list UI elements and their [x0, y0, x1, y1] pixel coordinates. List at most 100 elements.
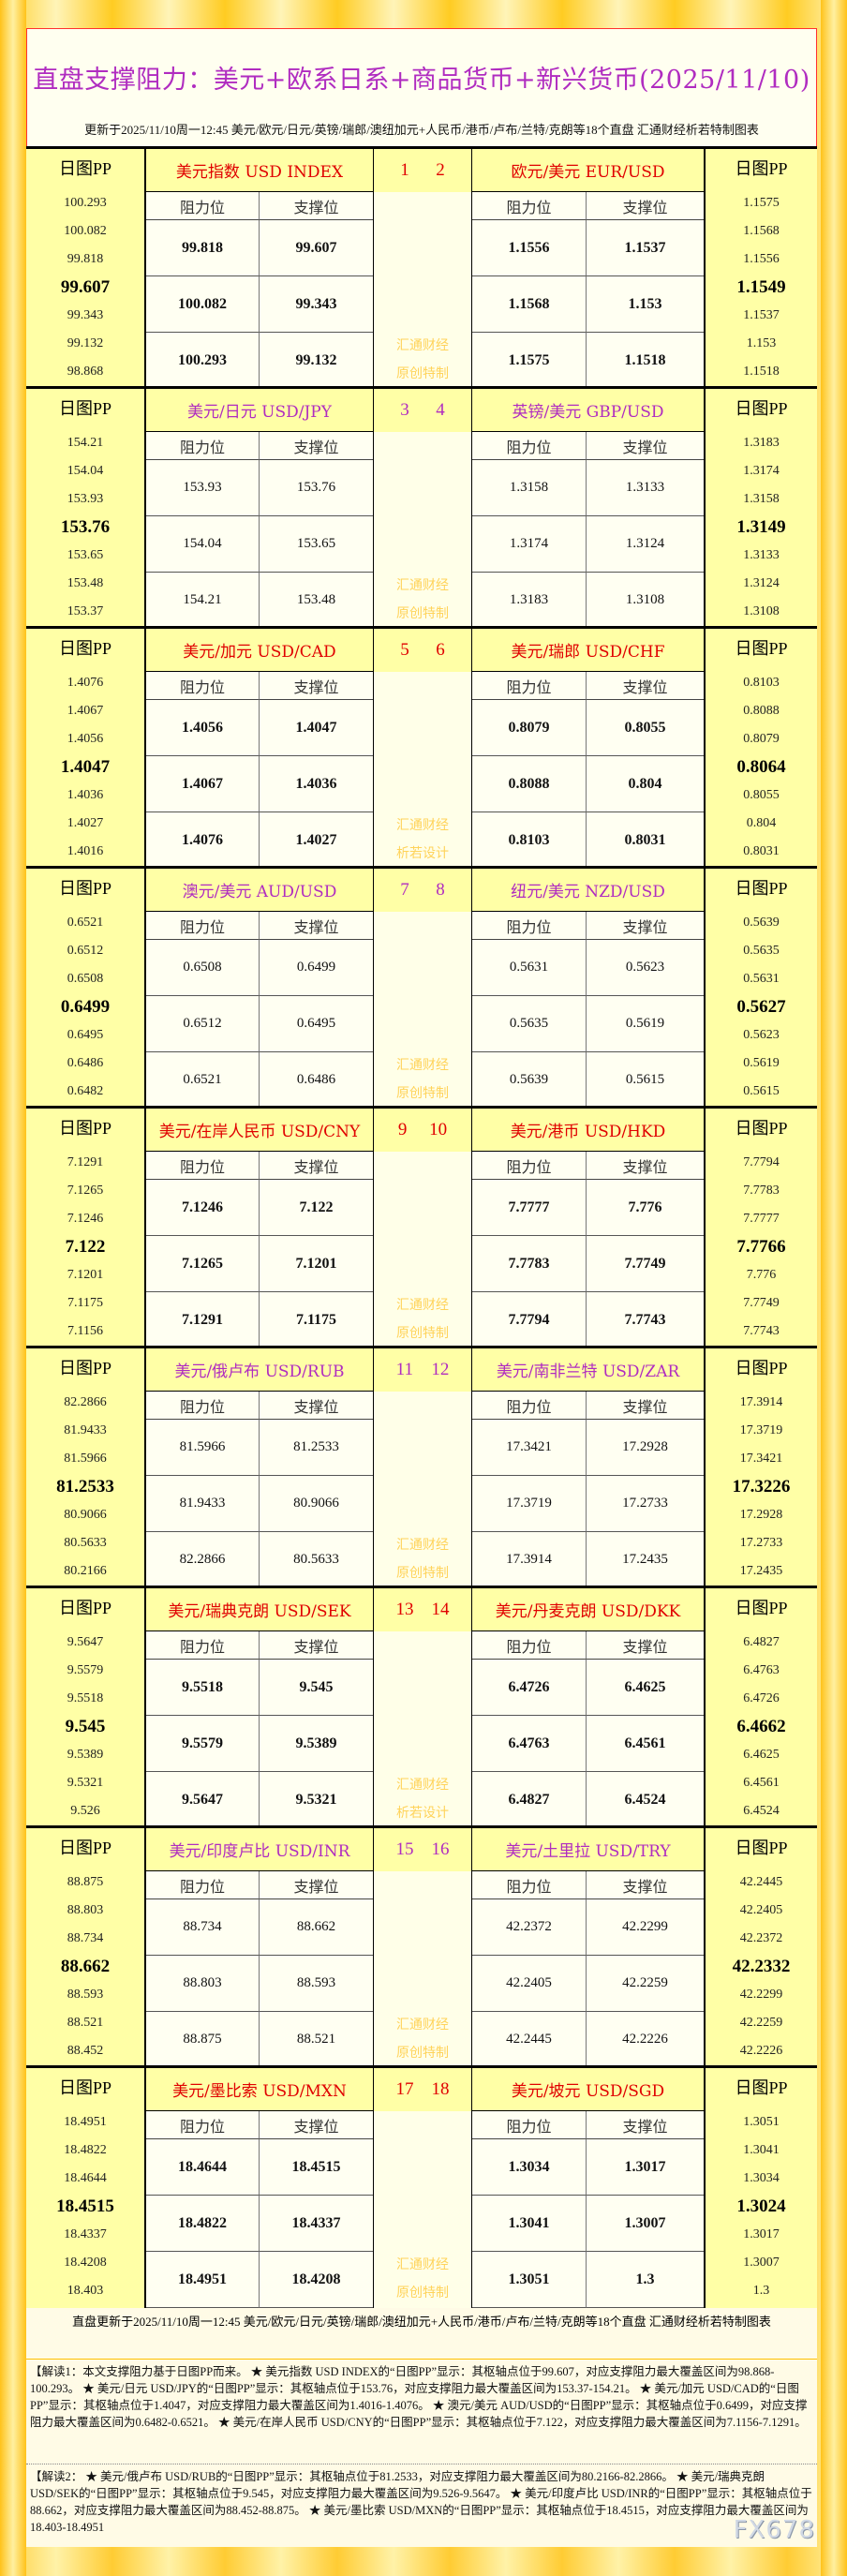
pivot-level-value: 1.3108 [743, 604, 780, 618]
support-header: 支撑位 [587, 1631, 704, 1660]
pivot-level-value: 99.132 [67, 336, 104, 350]
resistance-value: 7.7794 [472, 1292, 587, 1348]
support-value: 80.5633 [260, 1532, 373, 1588]
watermark-column: 汇通财经 析若设计 [373, 1631, 472, 1828]
watermark-text: 原创特制 [396, 1327, 449, 1341]
pivot-level-value: 153.48 [67, 576, 104, 590]
pivot-level-value: 0.6508 [67, 972, 104, 986]
pivot-level-value: 17.2435 [739, 1564, 783, 1578]
title-box: 直盘支撑阻力：美元+欧系日系+商品货币+新兴货币(2025/11/10) 更新于… [26, 28, 817, 146]
resist-header: 阻力位 [146, 432, 260, 460]
pivot-level-value: 0.5619 [743, 1056, 780, 1070]
support-value: 153.65 [260, 516, 373, 573]
support-value: 153.76 [260, 460, 373, 516]
pair-title-right: 纽元/美元 NZD/USD [472, 869, 704, 912]
pivot-level-value: 153.37 [67, 604, 104, 618]
resistance-value: 17.3719 [472, 1476, 587, 1532]
pivot-column-right: 日图PP 1.1575 1.1568 1.1556 1.1549 1.1537 1.153 1… [704, 149, 817, 389]
support-value: 6.4625 [587, 1660, 704, 1716]
pair-title-left: 澳元/美元 AUD/USD [146, 869, 373, 912]
frame-top [0, 0, 847, 28]
resistance-value: 100.082 [146, 276, 260, 333]
pair-block: 日图PP 18.4951 18.4822 18.4644 18.4515 18.4337 1… [26, 2065, 817, 2308]
watermark-text: 汇通财经 [396, 1539, 449, 1553]
support-header: 支撑位 [587, 1871, 704, 1899]
pivot-level-value: 0.8088 [743, 704, 780, 718]
pivot-level-value: 0.5631 [743, 972, 780, 986]
pair-title-left: 美元/印度卢比 USD/INR [146, 1828, 373, 1871]
pivot-level-value: 88.521 [67, 2016, 104, 2030]
resist-header: 阻力位 [472, 1152, 587, 1180]
pivot-level-value: 42.2299 [739, 1988, 783, 2002]
pair-title-left: 美元/在岸人民币 USD/CNY [146, 1109, 373, 1152]
resistance-value: 1.3158 [472, 460, 587, 516]
support-value: 42.2259 [587, 1956, 704, 2012]
pair-number: 5 [400, 640, 409, 660]
support-value: 0.8031 [587, 812, 704, 869]
support-value: 1.3 [587, 2252, 704, 2308]
support-value: 6.4524 [587, 1772, 704, 1828]
pivot-level-value: 17.2928 [739, 1508, 783, 1522]
pivot-level-value: 80.9066 [64, 1508, 107, 1522]
pivot-level-value: 17.2733 [739, 1536, 783, 1550]
pivot-level-value: 0.5623 [743, 1028, 780, 1042]
support-header: 支撑位 [260, 192, 373, 220]
pivot-level-value: 88.734 [67, 1931, 104, 1945]
resistance-value: 7.1291 [146, 1292, 260, 1348]
watermark-column: 汇通财经 析若设计 [373, 672, 472, 869]
resistance-value: 6.4827 [472, 1772, 587, 1828]
pivot-level-value: 1.1556 [743, 252, 780, 266]
support-value: 1.153 [587, 276, 704, 333]
pivot-point-value: 6.4662 [736, 1717, 786, 1736]
resistance-value: 7.1265 [146, 1236, 260, 1292]
pivot-column-header: 日图PP [58, 2078, 112, 2097]
resistance-value: 0.5631 [472, 940, 587, 996]
watermark-text: 原创特制 [396, 1087, 449, 1101]
pivot-level-value: 1.4036 [67, 788, 104, 802]
pivot-column-header: 日图PP [735, 2078, 788, 2097]
pair-number: 13 [395, 1600, 414, 1619]
pivot-point-value: 7.122 [65, 1237, 106, 1257]
pivot-column-right: 日图PP 42.2445 42.2405 42.2372 42.2332 42.2299 4… [704, 1828, 817, 2068]
pivot-level-value: 42.2405 [739, 1903, 783, 1917]
pivot-level-value: 6.4763 [743, 1663, 780, 1677]
pair-block: 日图PP 154.21 154.04 153.93 153.76 153.65 153.48… [26, 386, 817, 629]
pivot-level-value: 42.2445 [739, 1875, 783, 1889]
support-value: 9.5321 [260, 1772, 373, 1828]
support-value: 7.1201 [260, 1236, 373, 1292]
pivot-point-value: 1.3149 [736, 517, 786, 537]
support-header: 支撑位 [587, 672, 704, 700]
pivot-level-value: 88.875 [67, 1875, 104, 1889]
watermark-text: 汇通财经 [396, 2258, 449, 2272]
pair-number: 6 [436, 640, 445, 660]
pivot-level-value: 9.526 [70, 1804, 100, 1818]
support-header: 支撑位 [260, 672, 373, 700]
pair-title-right: 欧元/美元 EUR/USD [472, 149, 704, 192]
support-value: 1.3108 [587, 573, 704, 629]
watermark-text: 汇通财经 [396, 579, 449, 593]
pivot-column-left: 日图PP 0.6521 0.6512 0.6508 0.6499 0.6495 0.6486… [26, 869, 146, 1109]
pivot-column-header: 日图PP [735, 1119, 788, 1138]
pair-title-right: 美元/土里拉 USD/TRY [472, 1828, 704, 1871]
pair-number: 16 [431, 1839, 450, 1859]
support-value: 99.343 [260, 276, 373, 333]
resistance-value: 9.5647 [146, 1772, 260, 1828]
pivot-level-value: 1.4056 [67, 732, 104, 746]
pivot-level-value: 99.818 [67, 252, 104, 266]
pivot-level-value: 81.9433 [64, 1423, 107, 1437]
resist-header: 阻力位 [472, 1392, 587, 1420]
support-value: 0.5619 [587, 996, 704, 1052]
resist-header: 阻力位 [146, 2111, 260, 2139]
support-value: 1.1518 [587, 333, 704, 389]
pivot-level-value: 1.3133 [743, 548, 780, 562]
pivot-level-value: 154.21 [67, 436, 104, 450]
support-value: 7.7749 [587, 1236, 704, 1292]
pair-numbers: 11 12 [373, 1348, 472, 1392]
pivot-level-value: 98.868 [67, 365, 104, 379]
pivot-level-value: 82.2866 [64, 1395, 107, 1409]
pivot-column-right: 日图PP 1.3183 1.3174 1.3158 1.3149 1.3133 1.3124… [704, 389, 817, 629]
resistance-value: 1.3034 [472, 2139, 587, 2196]
pivot-level-value: 7.1291 [67, 1155, 104, 1169]
resistance-value: 88.875 [146, 2012, 260, 2068]
pair-block: 日图PP 9.5647 9.5579 9.5518 9.545 9.5389 9.5321 9… [26, 1586, 817, 1828]
